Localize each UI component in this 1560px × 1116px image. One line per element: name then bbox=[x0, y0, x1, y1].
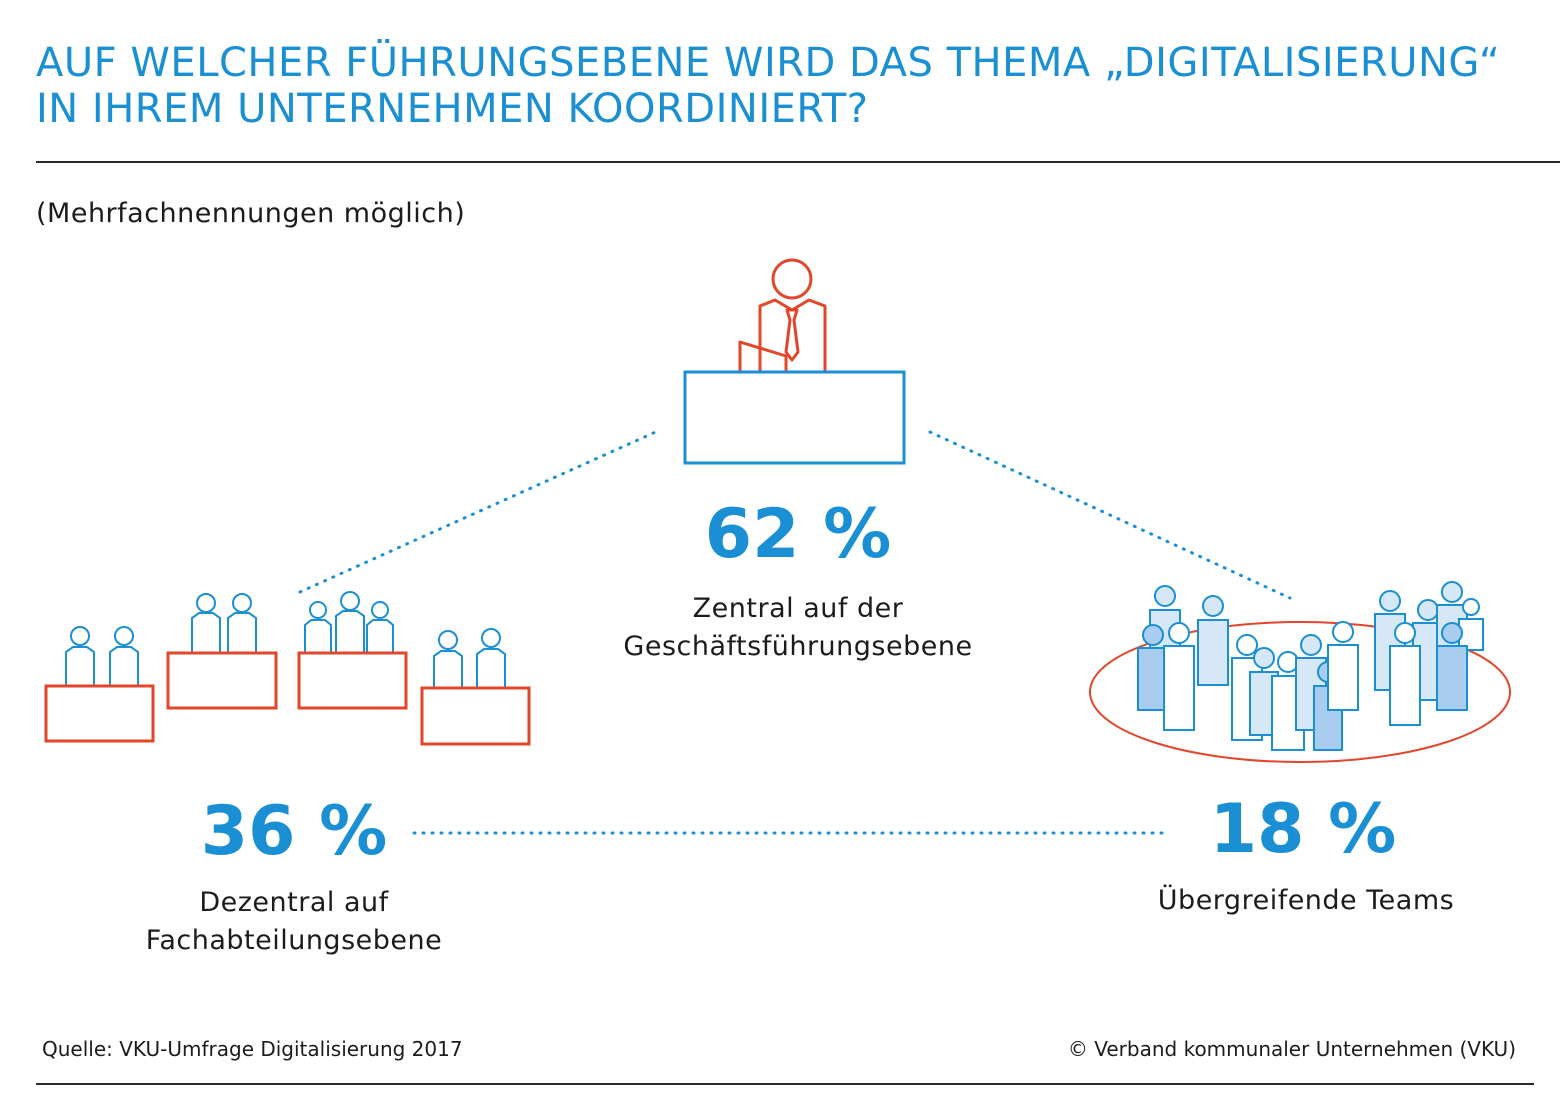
source-note: Quelle: VKU-Umfrage Digitalisierung 2017 bbox=[42, 1037, 463, 1061]
connector-left bbox=[298, 428, 662, 594]
team-members-icon bbox=[1137, 581, 1484, 751]
connector-right bbox=[928, 430, 1292, 600]
department-desks bbox=[44, 651, 531, 746]
label-teams: Übergreifende Teams bbox=[1106, 882, 1506, 920]
department-groups-icon bbox=[65, 591, 506, 688]
percent-teams: 18 % bbox=[1209, 790, 1397, 869]
label-zentral: Zentral auf der Geschäftsführungsebene bbox=[548, 590, 1048, 666]
label-dezentral: Dezentral auf Fachabteilungsebene bbox=[94, 884, 494, 960]
label-dezentral-line-1: Dezentral auf bbox=[199, 887, 389, 918]
label-dezentral-line-2: Fachabteilungsebene bbox=[145, 925, 443, 956]
title-line-1: AUF WELCHER FÜHRUNGSEBENE WIRD DAS THEMA… bbox=[36, 40, 1501, 86]
copyright-note: © Verband kommunaler Unternehmen (VKU) bbox=[1067, 1037, 1516, 1061]
title-line-2: IN IHREM UNTERNEHMEN KOORDINIERT? bbox=[36, 86, 869, 132]
bottom-divider bbox=[36, 1083, 1534, 1085]
executive-icon bbox=[738, 258, 827, 372]
label-teams-line-1: Übergreifende Teams bbox=[1157, 885, 1455, 916]
percent-zentral: 62 % bbox=[704, 495, 892, 574]
page-title: AUF WELCHER FÜHRUNGSEBENE WIRD DAS THEMA… bbox=[36, 40, 1536, 132]
label-zentral-line-2: Geschäftsführungsebene bbox=[623, 631, 973, 662]
executive-desk bbox=[683, 370, 906, 465]
top-divider bbox=[36, 161, 1560, 163]
team-ellipse bbox=[1089, 621, 1511, 763]
subtitle: (Mehrfachnennungen möglich) bbox=[36, 198, 466, 229]
percent-dezentral: 36 % bbox=[200, 792, 388, 871]
label-zentral-line-1: Zentral auf der bbox=[692, 593, 904, 624]
